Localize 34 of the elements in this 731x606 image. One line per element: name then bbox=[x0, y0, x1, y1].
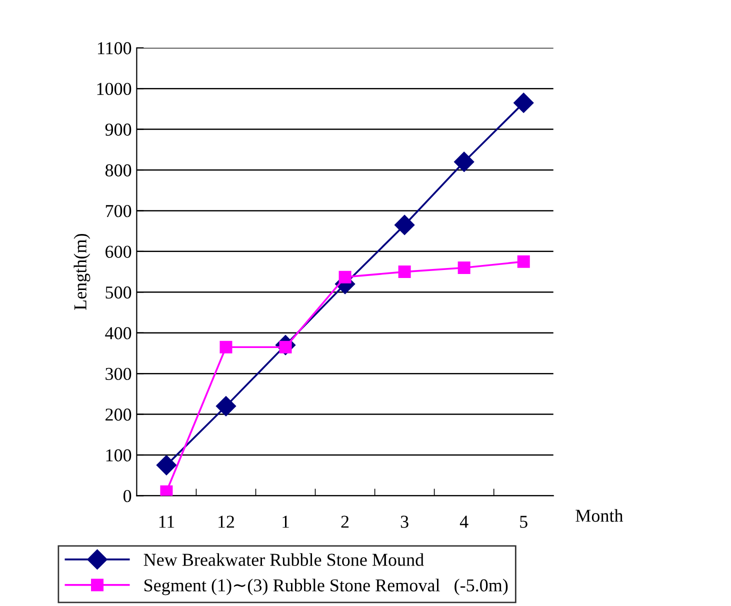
x-tick-label: 5 bbox=[520, 516, 528, 528]
y-tick-label: 200 bbox=[106, 408, 132, 421]
y-tick-label: 700 bbox=[106, 204, 132, 218]
point bbox=[338, 270, 352, 284]
legend-label: New Breakwater Rubble Stone Mound bbox=[144, 553, 424, 566]
point bbox=[156, 455, 176, 476]
y-axis-title: Length(m) bbox=[74, 234, 90, 310]
x-tick-label: 2 bbox=[341, 516, 349, 528]
y-tick-label: 0 bbox=[123, 490, 132, 502]
point bbox=[220, 340, 232, 354]
point bbox=[398, 266, 411, 278]
y-tick-label: 600 bbox=[106, 246, 132, 258]
y-tick-label: 400 bbox=[105, 327, 132, 340]
x-tick-label: 3 bbox=[400, 516, 408, 528]
y-tick-label: 900 bbox=[105, 124, 132, 136]
point bbox=[394, 214, 415, 235]
legend-label: Segment (1)∼(3) Rubble Stone Removal (-5.0m) bbox=[144, 578, 508, 596]
point bbox=[517, 255, 530, 268]
x-tick-label: 12 bbox=[218, 516, 234, 528]
x-tick-label: 1 bbox=[282, 516, 289, 528]
x-tick-label: 11 bbox=[159, 516, 174, 528]
y-tick-label: 1100 bbox=[98, 42, 132, 54]
y-tick-label: 500 bbox=[106, 286, 132, 299]
point bbox=[216, 396, 236, 416]
point bbox=[454, 152, 474, 172]
y-tick-label: 1000 bbox=[97, 82, 132, 96]
point bbox=[514, 92, 534, 113]
x-tick-label: 4 bbox=[460, 516, 468, 528]
y-tick-label: 300 bbox=[106, 368, 132, 380]
y-tick-label: 100 bbox=[106, 449, 132, 462]
y-tick-label: 800 bbox=[105, 164, 132, 176]
point bbox=[160, 485, 173, 496]
point bbox=[458, 261, 470, 274]
x-axis-title: Month bbox=[576, 509, 624, 522]
